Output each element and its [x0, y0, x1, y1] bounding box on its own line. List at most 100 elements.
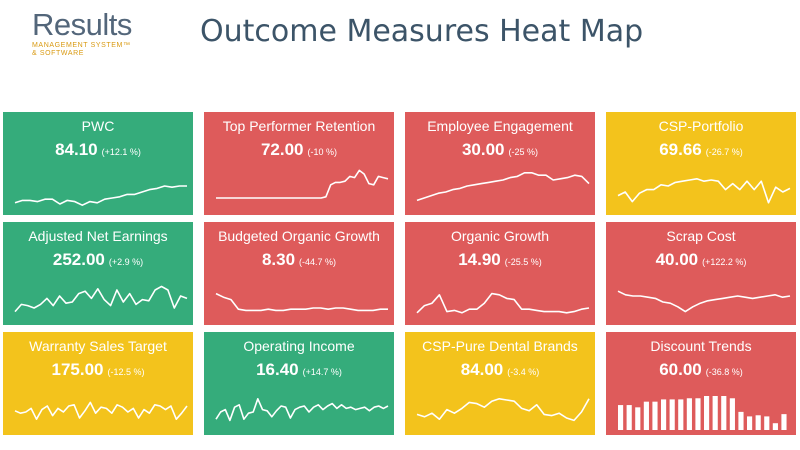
trend-bar — [764, 416, 770, 430]
measure-value: 175.00 — [51, 360, 104, 379]
trend-sparkline — [215, 398, 389, 422]
measure-tile-csp-portfolio[interactable]: CSP-Portfolio 69.66 (-26.7 %) — [606, 112, 796, 215]
measure-title: Organic Growth — [450, 228, 550, 244]
measure-value-row: 84.10 (+12.1 %) — [3, 140, 193, 160]
trend-bar — [738, 411, 744, 430]
measure-title: Budgeted Organic Growth — [218, 228, 380, 244]
measure-change: (-10 %) — [307, 147, 338, 157]
trend-bar — [635, 407, 641, 430]
measure-value: 252.00 — [52, 250, 105, 269]
trend-line — [617, 290, 791, 313]
trend-sparkline — [617, 290, 791, 313]
trend-bar — [729, 398, 735, 430]
measure-value-row: 72.00 (-10 %) — [204, 140, 394, 160]
trend-bar — [686, 398, 692, 430]
measure-value-row: 60.00 (-36.8 %) — [606, 360, 796, 380]
measure-title: Discount Trends — [650, 338, 752, 354]
trend-sparkline — [416, 172, 590, 202]
measure-value-row: 16.40 (+14.7 %) — [204, 360, 394, 380]
trend-sparkline — [14, 285, 188, 313]
trend-line — [416, 398, 590, 422]
measure-change: (-44.7 %) — [299, 257, 337, 267]
measure-change: (-26.7 %) — [705, 147, 743, 157]
trend-bar — [678, 399, 684, 430]
measure-title: Operating Income — [243, 338, 355, 354]
measure-change: (-12.5 %) — [107, 367, 145, 377]
measure-value-row: 84.00 (-3.4 %) — [405, 360, 595, 380]
measure-title: Adjusted Net Earnings — [28, 228, 168, 244]
measure-value: 72.00 — [260, 140, 304, 159]
trend-bar — [661, 399, 667, 430]
measure-value: 84.00 — [460, 360, 504, 379]
measure-change: (-36.8 %) — [705, 367, 743, 377]
trend-sparkline — [14, 185, 187, 207]
trend-bar — [781, 414, 787, 430]
measure-tile-scrap-cost[interactable]: Scrap Cost 40.00 (+122.2 %) — [606, 222, 796, 325]
measure-tile-csp-pure-dental-brands[interactable]: CSP-Pure Dental Brands 84.00 (-3.4 %) — [405, 332, 595, 435]
logo-wordmark: Results — [32, 7, 132, 42]
measure-value-row: 14.90 (-25.5 %) — [405, 250, 595, 270]
trend-bar — [669, 399, 675, 430]
measure-tile-employee-engagement[interactable]: Employee Engagement 30.00 (-25 %) — [405, 112, 595, 215]
measure-tile-operating-income[interactable]: Operating Income 16.40 (+14.7 %) — [204, 332, 394, 435]
measure-title: Scrap Cost — [666, 228, 736, 244]
logo-subtitle-line-1: MANAGEMENT SYSTEM™ — [32, 42, 131, 49]
trend-sparkline — [617, 178, 791, 204]
heat-map-grid: PWC 84.10 (+12.1 %) Top Performer Retention… — [3, 112, 796, 435]
measure-tile-discount-trends[interactable]: Discount Trends 60.00 (-36.8 %) — [606, 332, 796, 435]
trend-bar — [695, 398, 701, 430]
trend-bar — [652, 401, 658, 430]
trend-bar — [643, 401, 649, 430]
trend-line — [14, 185, 187, 207]
trend-line — [215, 292, 388, 312]
measure-value: 14.90 — [458, 250, 501, 269]
measure-value-row: 175.00 (-12.5 %) — [3, 360, 193, 380]
measure-value-row: 40.00 (+122.2 %) — [606, 250, 796, 270]
measure-change: (+2.9 %) — [108, 257, 144, 267]
trend-sparkline — [416, 292, 590, 314]
logo-subtitle-line-2: & SOFTWARE — [32, 50, 85, 57]
measure-value-row: 30.00 (-25 %) — [405, 140, 595, 160]
measure-change: (+12.1 %) — [101, 147, 141, 157]
trend-bar — [747, 416, 753, 430]
trend-line — [416, 292, 590, 314]
measure-value-row: 69.66 (-26.7 %) — [606, 140, 796, 160]
measure-change: (-25 %) — [508, 147, 539, 157]
measure-tile-warranty-sales-target[interactable]: Warranty Sales Target 175.00 (-12.5 %) — [3, 332, 193, 435]
measure-change: (-3.4 %) — [507, 367, 540, 377]
trend-bar — [626, 405, 632, 430]
measure-tile-budgeted-organic-growth[interactable]: Budgeted Organic Growth 8.30 (-44.7 %) — [204, 222, 394, 325]
measure-title: Top Performer Retention — [222, 118, 376, 134]
measure-value: 16.40 — [256, 360, 299, 379]
measure-value: 60.00 — [659, 360, 702, 379]
measure-value: 30.00 — [461, 140, 505, 159]
trend-line — [617, 178, 791, 204]
company-logo: Results MANAGEMENT SYSTEM™ & SOFTWARE — [32, 8, 172, 58]
trend-bar — [618, 405, 624, 430]
trend-bar-chart — [618, 396, 787, 430]
measure-value-row: 8.30 (-44.7 %) — [204, 250, 394, 270]
measure-change: (+14.7 %) — [302, 367, 342, 377]
measure-tile-pwc[interactable]: PWC 84.10 (+12.1 %) — [3, 112, 193, 215]
measure-change: (-25.5 %) — [504, 257, 542, 267]
trend-sparkline — [14, 401, 188, 421]
measure-tile-top-performer-retention[interactable]: Top Performer Retention 72.00 (-10 %) — [204, 112, 394, 215]
page-title: Outcome Measures Heat Map — [200, 14, 644, 49]
measure-value: 8.30 — [261, 250, 296, 269]
measure-tile-adjusted-net-earnings[interactable]: Adjusted Net Earnings 252.00 (+2.9 %) — [3, 222, 193, 325]
trend-sparkline — [215, 292, 388, 312]
measure-title: PWC — [81, 118, 115, 134]
measure-title: Employee Engagement — [427, 118, 573, 134]
trend-line — [216, 169, 389, 199]
measure-value: 40.00 — [655, 250, 699, 269]
measure-title: CSP-Portfolio — [658, 118, 744, 134]
measure-tile-organic-growth[interactable]: Organic Growth 14.90 (-25.5 %) — [405, 222, 595, 325]
trend-line — [14, 401, 188, 421]
measure-value: 84.10 — [55, 140, 98, 159]
trend-bar — [704, 396, 710, 430]
measure-value: 69.66 — [659, 140, 702, 159]
trend-bar — [772, 423, 778, 430]
measure-value-row: 252.00 (+2.9 %) — [3, 250, 193, 270]
measure-title: Warranty Sales Target — [29, 338, 167, 354]
trend-bar — [721, 396, 727, 430]
